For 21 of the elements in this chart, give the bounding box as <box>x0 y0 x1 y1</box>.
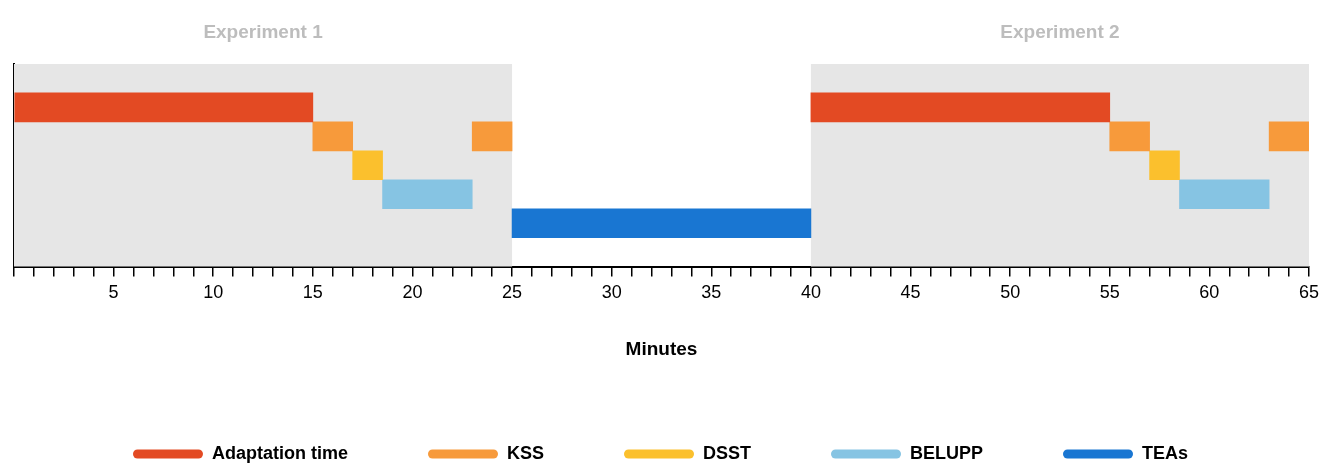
x-tick-label: 45 <box>900 282 921 303</box>
x-tick-label: 55 <box>1099 282 1120 303</box>
x-tick-label: 5 <box>108 282 119 303</box>
legend-label: BELUPP <box>910 442 984 463</box>
band-label: Experiment 2 <box>1000 20 1120 42</box>
x-tick-label: 20 <box>402 282 423 303</box>
x-tick-label: 65 <box>1298 282 1319 303</box>
x-tick-label: 10 <box>203 282 224 303</box>
x-tick-label: 40 <box>800 282 821 303</box>
legend-label: TEAs <box>1142 442 1189 463</box>
legend-label: KSS <box>506 442 544 463</box>
x-tick-label: 50 <box>1000 282 1021 303</box>
x-tick-label: 60 <box>1199 282 1220 303</box>
x-tick-label: 15 <box>302 282 323 303</box>
x-tick-label: 30 <box>601 282 622 303</box>
legend-label: Adaptation time <box>211 442 348 463</box>
band-label: Experiment 1 <box>203 20 324 42</box>
x-axis-title: Minutes <box>625 337 698 359</box>
x-tick-label: 35 <box>701 282 722 303</box>
legend-label: DSST <box>702 442 752 463</box>
x-tick-label: 25 <box>502 282 523 303</box>
